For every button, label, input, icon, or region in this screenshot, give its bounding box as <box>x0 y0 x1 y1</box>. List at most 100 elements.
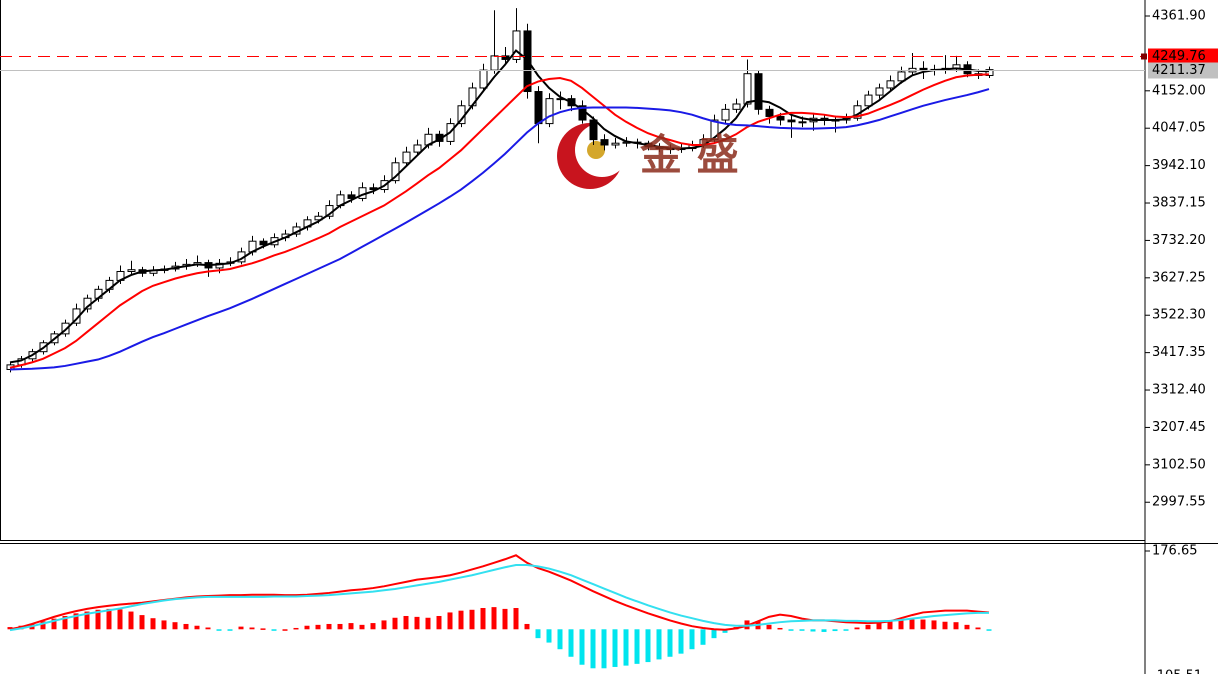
y-tick-label: 3522.30 <box>1152 308 1206 323</box>
y-tick-label: 3207.45 <box>1152 420 1206 435</box>
histogram-bar <box>425 617 431 630</box>
y-tick-label: -105.51 <box>1152 669 1202 674</box>
price-marker <box>1141 53 1147 60</box>
candle-body <box>754 73 763 110</box>
candle-body <box>534 91 543 125</box>
histogram-bar <box>480 608 486 630</box>
histogram-bar <box>788 629 794 631</box>
histogram-bar <box>95 609 101 630</box>
histogram-bar <box>348 623 354 630</box>
candle-body <box>501 55 510 60</box>
histogram-bar <box>183 623 189 630</box>
y-tick-label: 4361.90 <box>1152 9 1206 24</box>
histogram-bar <box>73 613 79 630</box>
histogram-bar <box>799 629 805 631</box>
histogram-bar <box>601 629 607 669</box>
histogram-bar <box>469 609 475 630</box>
histogram-bar <box>216 629 222 631</box>
candle-body <box>402 151 411 164</box>
histogram-bar <box>579 629 585 665</box>
price-label-box <box>1148 48 1218 65</box>
y-tick-label: 3837.15 <box>1152 196 1206 211</box>
histogram-bar <box>568 629 574 657</box>
candle-body <box>512 30 521 60</box>
histogram-bar <box>249 627 255 630</box>
histogram-bar <box>854 627 860 630</box>
y-tick-label: 176.65 <box>1152 543 1198 558</box>
histogram-bar <box>271 629 277 631</box>
y-tick-label: 3627.25 <box>1152 270 1206 285</box>
line-series <box>9 73 990 369</box>
histogram-bar <box>458 610 464 630</box>
histogram-bar <box>502 608 508 630</box>
histogram-bar <box>315 624 321 630</box>
histogram-bar <box>436 615 442 630</box>
histogram-bar <box>722 629 728 633</box>
histogram-bar <box>447 612 453 630</box>
histogram-bar <box>711 629 717 639</box>
line-series <box>9 554 990 631</box>
histogram-bar <box>128 611 134 630</box>
histogram-bar <box>975 627 981 630</box>
histogram-bar <box>513 608 519 630</box>
histogram-bar <box>953 622 959 630</box>
candle-body <box>886 80 895 89</box>
line-series <box>9 564 989 632</box>
histogram-bar <box>117 609 123 630</box>
y-tick-label: 4047.05 <box>1152 121 1206 136</box>
histogram-bar <box>381 620 387 630</box>
candle-body <box>732 103 741 110</box>
histogram-bar <box>876 622 882 630</box>
candle-body <box>490 55 499 71</box>
histogram-bar <box>656 629 662 660</box>
histogram-bar <box>172 622 178 630</box>
candle-body <box>897 71 906 82</box>
histogram-bar <box>942 621 948 630</box>
histogram-bar <box>700 629 706 645</box>
histogram-bar <box>227 629 233 631</box>
y-tick-label: 3732.20 <box>1152 233 1206 248</box>
histogram-bar <box>535 629 541 639</box>
histogram-bar <box>62 615 68 630</box>
candle-body <box>787 119 796 123</box>
histogram-bar <box>194 625 200 630</box>
histogram-bar <box>491 607 497 630</box>
histogram-bar <box>359 624 365 630</box>
histogram-bar <box>161 620 167 630</box>
candle-body <box>864 94 873 107</box>
candle-body <box>127 269 136 272</box>
candle-body <box>545 98 554 125</box>
histogram-bar <box>843 629 849 631</box>
candle-body <box>479 69 488 89</box>
candle-body <box>875 87 884 96</box>
y-tick-label: 3312.40 <box>1152 383 1206 398</box>
candles <box>6 8 994 373</box>
candle-body <box>710 119 719 141</box>
histogram-bar <box>40 621 46 630</box>
histogram-bar <box>667 629 673 657</box>
price-label: 4211.37 <box>1152 63 1206 78</box>
candle-body <box>919 67 928 71</box>
candle-body <box>589 119 598 141</box>
y-tick-label: 3102.50 <box>1152 457 1206 472</box>
histogram-bar <box>337 623 343 630</box>
histogram-bar <box>304 625 310 630</box>
histogram-bar <box>238 626 244 630</box>
histogram-bar <box>392 617 398 630</box>
histogram-bar <box>634 629 640 664</box>
histogram-bar <box>51 618 57 630</box>
histogram-bar <box>260 628 266 630</box>
histogram-bar <box>678 629 684 654</box>
histogram-bar <box>414 616 420 630</box>
logo-coin <box>587 141 605 159</box>
histogram-bar <box>810 629 816 632</box>
histogram-bar <box>282 629 288 631</box>
line-series <box>9 49 990 364</box>
histogram-bar <box>326 623 332 630</box>
y-tick-label: 2997.55 <box>1152 495 1206 510</box>
candle-body <box>391 162 400 182</box>
histogram-bar <box>986 629 992 631</box>
histogram-bar <box>370 623 376 630</box>
